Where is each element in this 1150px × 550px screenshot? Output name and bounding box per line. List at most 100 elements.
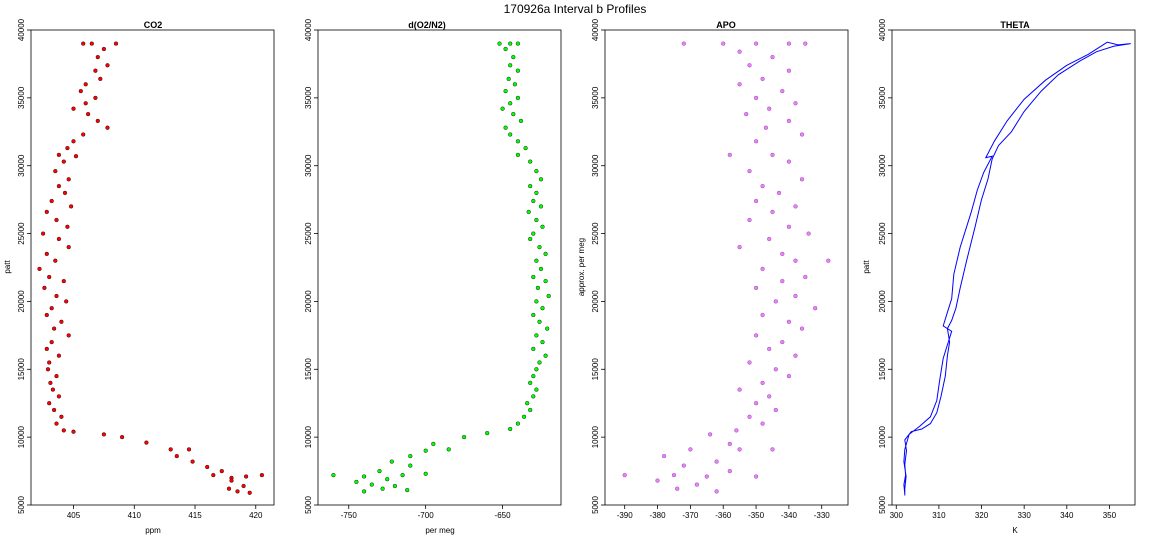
o2n2-data-point	[508, 63, 513, 68]
apo-data-point	[799, 132, 805, 137]
apo-data-point	[786, 319, 791, 324]
co2-y-axis-label: patt	[3, 260, 12, 274]
co2-data-point	[45, 367, 51, 372]
o2n2-data-point	[534, 333, 539, 338]
o2n2-y-tick-label: 35000	[304, 86, 313, 109]
apo-data-point	[655, 478, 660, 483]
co2-data-point	[37, 266, 42, 271]
co2-data-point	[66, 333, 71, 338]
apo-data-point	[780, 88, 785, 94]
theta-x-tick-label: 340	[1060, 511, 1074, 520]
o2n2-x-tick-label: -650	[495, 511, 512, 520]
o2n2-data-point	[362, 489, 367, 494]
theta-y-tick-label: 10000	[878, 425, 887, 448]
apo-data-point	[734, 428, 739, 433]
apo-data-point	[776, 190, 782, 195]
figure-title: 170926a Interval b Profiles	[504, 2, 647, 16]
o2n2-data-point	[423, 471, 428, 476]
o2n2-plot-frame	[317, 29, 562, 506]
o2n2-data-point	[528, 380, 533, 385]
o2n2-data-point	[508, 101, 513, 106]
co2-data-point	[81, 41, 86, 46]
o2n2-data-point	[518, 118, 524, 123]
theta-y-tick-label: 5000	[878, 496, 887, 514]
co2-data-point	[219, 469, 224, 474]
co2-data-point	[56, 236, 61, 242]
co2-x-tick-label: 405	[67, 511, 81, 520]
co2-data-point	[93, 95, 98, 100]
apo-x-tick-label: -330	[814, 511, 831, 520]
o2n2-data-point	[534, 217, 539, 223]
o2n2-data-point	[545, 326, 550, 331]
co2-data-point	[44, 312, 49, 318]
apo-data-point	[747, 360, 752, 365]
co2-data-point	[105, 125, 110, 130]
co2-x-axis-label: ppm	[145, 526, 161, 535]
theta-x-tick-label: 350	[1103, 511, 1117, 520]
apo-data-point	[803, 274, 808, 280]
o2n2-data-point	[400, 473, 405, 478]
theta-y-tick-label: 20000	[878, 290, 887, 313]
apo-y-axis-label: approx. per meg	[577, 238, 586, 296]
apo-data-point	[793, 204, 798, 209]
co2-data-point	[61, 159, 66, 164]
co2-data-point	[89, 41, 94, 46]
apo-plot-frame	[604, 29, 849, 506]
o2n2-data-point	[537, 319, 542, 324]
o2n2-data-point	[431, 441, 436, 446]
apo-data-point	[704, 474, 709, 479]
o2n2-data-point	[531, 274, 536, 280]
theta-x-tick-label: 310	[932, 511, 946, 520]
theta-y-tick-label: 30000	[878, 154, 887, 177]
apo-data-point	[760, 380, 765, 385]
apo-data-point	[793, 258, 798, 263]
apo-y-tick-label: 15000	[591, 358, 600, 381]
o2n2-panel-title: d(O2/N2)	[408, 20, 446, 30]
o2n2-data-point	[546, 293, 551, 299]
co2-data-point	[71, 429, 76, 434]
apo-data-point	[767, 346, 772, 351]
apo-y-tick-label: 20000	[591, 290, 600, 313]
co2-y-tick-label: 15000	[17, 358, 26, 381]
o2n2-y-tick-label: 20000	[304, 290, 313, 313]
co2-y-tick-label: 20000	[17, 290, 26, 313]
co2-y-tick-label: 40000	[17, 18, 26, 41]
apo-data-point	[770, 54, 775, 60]
apo-data-point	[753, 474, 759, 479]
co2-data-point	[105, 63, 110, 68]
apo-data-point	[753, 333, 759, 338]
co2-data-point	[83, 82, 88, 87]
o2n2-data-point	[511, 54, 516, 60]
co2-data-point	[83, 101, 88, 106]
theta-x-axis-label: K	[1012, 526, 1018, 535]
theta-x-tick-label: 330	[1017, 511, 1031, 520]
o2n2-data-point	[531, 374, 536, 379]
o2n2-data-point	[485, 431, 490, 436]
apo-data-point	[753, 401, 759, 406]
apo-data-point	[813, 306, 818, 311]
apo-data-point	[681, 41, 686, 46]
co2-data-point	[56, 184, 61, 189]
o2n2-y-tick-label: 30000	[304, 154, 313, 177]
apo-data-point	[760, 421, 765, 426]
apo-data-point	[803, 41, 808, 46]
apo-panel: APO approx. per meg -390 -380 -370 -360 -350…	[577, 18, 849, 520]
apo-data-point	[763, 125, 768, 130]
o2n2-data-point	[543, 279, 548, 284]
co2-data-point	[47, 360, 52, 365]
o2n2-y-tick-label: 25000	[304, 222, 313, 245]
o2n2-data-point	[540, 224, 545, 229]
co2-data-point	[54, 293, 59, 299]
apo-data-point	[767, 394, 772, 399]
apo-data-point	[737, 387, 742, 392]
apo-data-point	[675, 486, 680, 491]
co2-data-point	[61, 279, 66, 284]
apo-data-point	[737, 82, 742, 87]
o2n2-data-point	[538, 266, 544, 271]
o2n2-data-point	[534, 299, 539, 304]
theta-y-tick-label: 35000	[878, 86, 887, 109]
o2n2-data-point	[331, 473, 336, 478]
o2n2-data-point	[408, 454, 413, 459]
co2-data-point	[56, 353, 61, 358]
apo-data-point	[806, 231, 811, 236]
